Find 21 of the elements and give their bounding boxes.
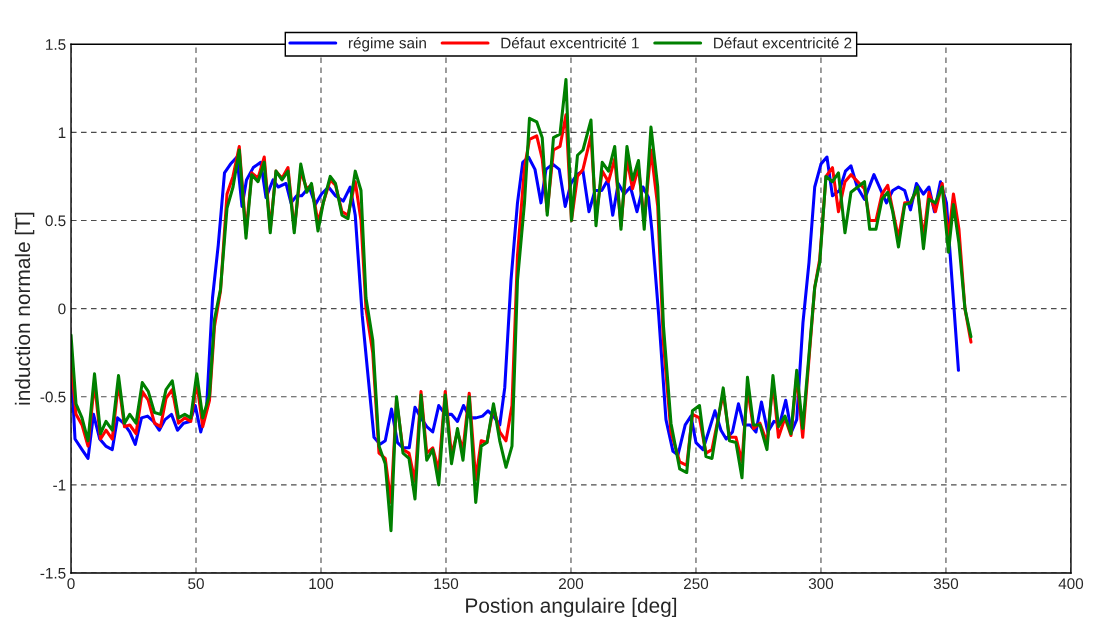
x-tick-label: 0 bbox=[67, 578, 75, 590]
y-tick-label: 1.5 bbox=[46, 39, 66, 50]
x-tick-label: 100 bbox=[309, 578, 334, 590]
x-axis-title: Postion angulaire [deg] bbox=[466, 597, 677, 618]
y-axis-title: induction normale [T] bbox=[14, 212, 35, 405]
legend-label: régime sain bbox=[348, 37, 426, 52]
y-tick-label: 1 bbox=[58, 127, 66, 138]
legend-label: Défaut excentricité 1 bbox=[501, 37, 639, 49]
y-tick-label: -0.5 bbox=[40, 391, 66, 403]
x-tick-label: 350 bbox=[933, 578, 959, 590]
x-tick-label: 300 bbox=[808, 578, 834, 590]
x-tick-label: 50 bbox=[188, 578, 204, 590]
x-tick-label: 150 bbox=[434, 578, 459, 590]
y-tick-label: -1.5 bbox=[40, 568, 66, 579]
x-tick-label: 400 bbox=[1058, 578, 1084, 590]
y-tick-label: -1 bbox=[53, 479, 66, 491]
legend-label: Défaut excentricité 2 bbox=[714, 37, 852, 49]
x-tick-label: 250 bbox=[683, 578, 709, 590]
y-tick-label: 0.5 bbox=[45, 215, 66, 227]
x-tick-label: 200 bbox=[559, 578, 584, 590]
y-tick-label: 0 bbox=[58, 303, 66, 315]
